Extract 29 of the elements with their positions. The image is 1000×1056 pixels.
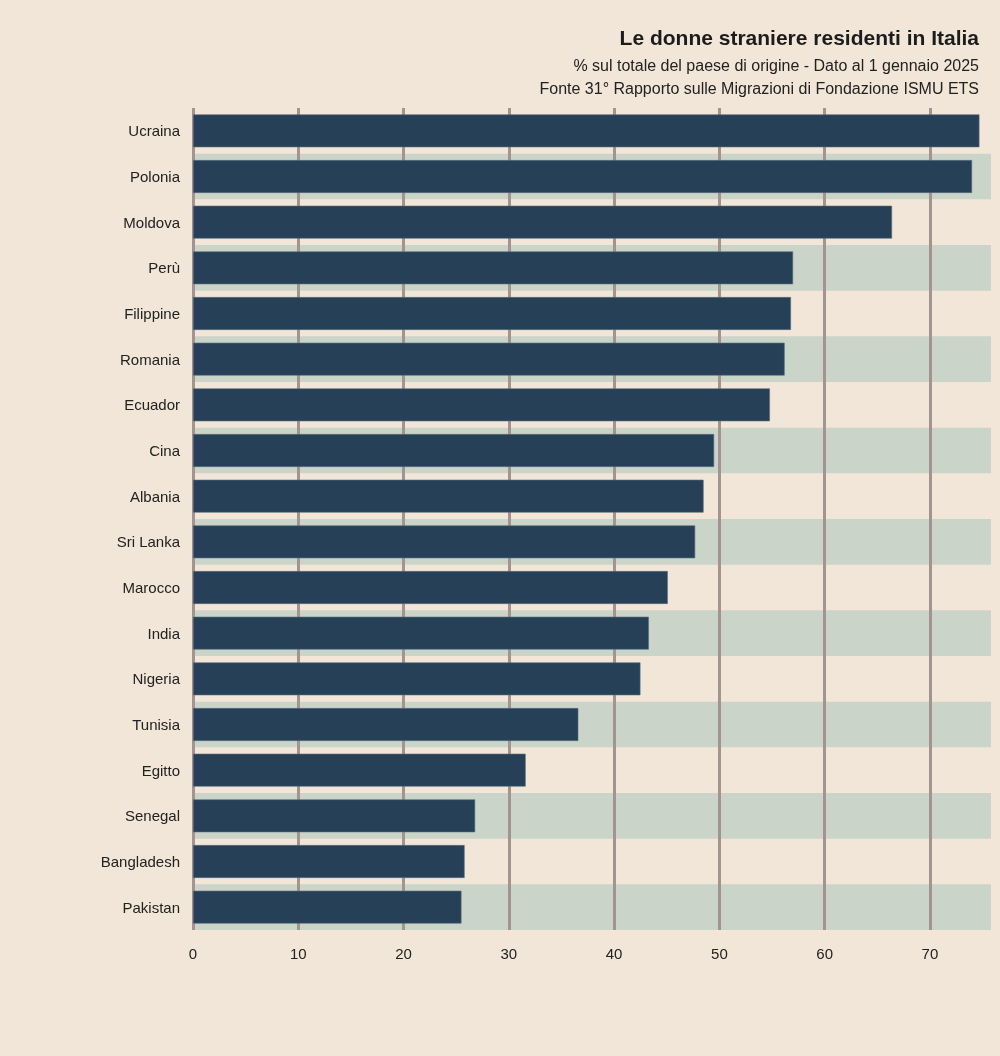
y-tick-label: Moldova (123, 213, 181, 231)
x-tick-label: 10 (289, 945, 307, 962)
y-tick-label: Filippine (124, 305, 180, 322)
y-tick-label: Polonia (129, 168, 181, 185)
y-tick-label: Perù (148, 259, 180, 277)
x-tick-label: 20 (395, 945, 412, 962)
y-tick-label: Marocco (122, 579, 180, 596)
x-tick-label: 60 (816, 945, 834, 962)
chart-title: Le donne straniere residenti in Italia (619, 26, 980, 49)
x-tick-label: 40 (605, 945, 623, 962)
y-tick-label: Bangladesh (100, 853, 180, 870)
y-tick-label: Pakistan (122, 898, 180, 916)
x-tick-label: 30 (500, 945, 518, 962)
source-note: Fonte 31° Rapporto sulle Migrazioni di Fondazione ISMU ETS (539, 79, 979, 97)
x-tick-label: 70 (921, 945, 939, 962)
y-tick-label: Ucraina (128, 122, 181, 140)
y-tick-label: Albania (129, 487, 181, 505)
x-tick-label: 50 (711, 945, 728, 962)
y-tick-label: Nigeria (132, 670, 181, 688)
x-tick-label: 0 (188, 945, 198, 962)
y-tick-label: Romania (119, 350, 181, 368)
y-tick-label: Tunisia (132, 716, 181, 733)
y-tick-label: Ecuador (124, 396, 180, 414)
y-tick-label: Senegal (124, 807, 180, 825)
chart-subtitle: % sul totale del paese di origine - Dato al 1 gennaio 2025 (573, 56, 980, 74)
y-tick-label: India (147, 624, 181, 642)
y-tick-label: Egitto (141, 761, 180, 779)
y-tick-label: Sri Lanka (116, 533, 181, 551)
y-tick-label: Cina (149, 442, 181, 459)
